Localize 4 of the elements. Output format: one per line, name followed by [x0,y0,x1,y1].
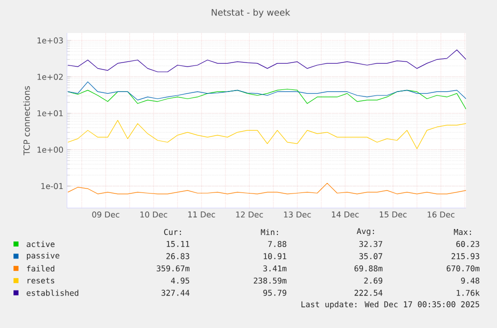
y-axis-title: TCP connections [23,86,30,156]
line-series [68,182,466,194]
line-series [68,50,466,72]
chart-title: Netstat - by week [212,8,290,18]
